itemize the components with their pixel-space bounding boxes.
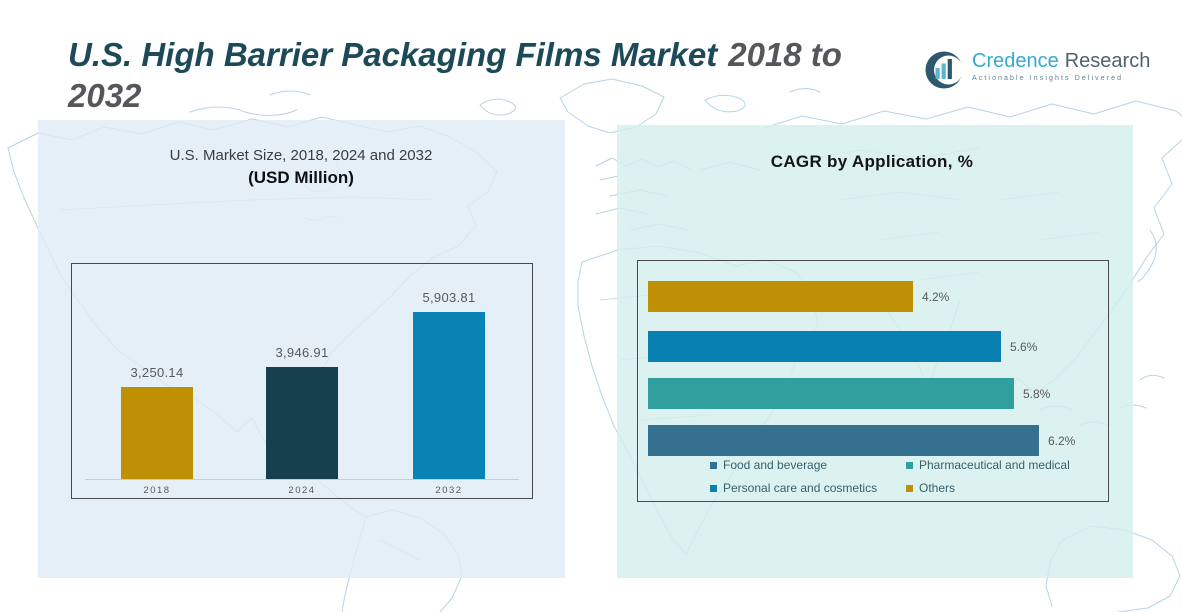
bar-value-label: 5.8%	[1023, 387, 1051, 401]
legend-swatch	[906, 461, 913, 469]
bar-2018	[121, 387, 193, 479]
page-title: U.S. High Barrier Packaging Films Market…	[68, 34, 842, 117]
axis-category-label: 2018	[143, 485, 171, 496]
map-arctic-islands	[189, 88, 821, 116]
credence-research-logo: Credence Research Actionable Insights Del…	[925, 50, 1150, 90]
legend-item-personal-care-and-cosmetics: Personal care and cosmetics	[710, 481, 906, 495]
cagr-chart-title: CAGR by Application, %	[770, 152, 974, 171]
legend-label: Food and beverage	[723, 458, 828, 472]
axis-category-label: 2024	[288, 485, 316, 496]
bar-value-label: 3,250.14	[130, 365, 184, 380]
logo-brand-credence: Credence	[972, 50, 1059, 72]
market-size-chart-subtitle: (USD Million)	[248, 168, 354, 187]
legend-swatch	[710, 461, 717, 469]
x-axis-line	[85, 479, 519, 480]
legend-item-pharmaceutical-and-medical: Pharmaceutical and medical	[906, 458, 1070, 472]
bar-value-label: 4.2%	[922, 290, 950, 304]
legend-item-food-and-beverage: Food and beverage	[710, 458, 906, 472]
legend-swatch	[906, 484, 913, 492]
legend-swatch	[710, 484, 717, 492]
logo-brand: Credence Research	[972, 50, 1150, 72]
map-japan	[1137, 229, 1157, 283]
legend-label: Personal care and cosmetics	[723, 481, 878, 495]
market-size-chart-title: U.S. Market Size, 2018, 2024 and 2032	[169, 147, 433, 164]
cagr-chart-legend: Food and beverage Pharmaceutical and medi…	[710, 458, 1070, 495]
legend-label: Pharmaceutical and medical	[919, 458, 1070, 472]
bar-value-label: 6.2%	[1048, 434, 1076, 448]
logo-tagline: Actionable Insights Delivered	[972, 75, 1124, 82]
legend-item-others: Others	[906, 481, 1070, 495]
cagr-horizontal-bar-chart: Food and beverage Pharmaceutical and medi…	[637, 260, 1109, 502]
axis-category-label: 2032	[435, 485, 463, 496]
legend-label: Others	[919, 481, 956, 495]
bar-value-label: 5.6%	[1010, 340, 1038, 354]
map-greenland	[559, 78, 665, 134]
bar-personal-care-and-cosmetics	[648, 331, 1001, 362]
bar-pharmaceutical-and-medical	[648, 378, 1014, 409]
bar-value-label: 5,903.81	[422, 290, 476, 305]
bar-2024	[266, 367, 338, 479]
bar-food-and-beverage	[648, 425, 1039, 456]
bar-others	[648, 281, 913, 312]
page-title-years-end: 2032	[68, 77, 142, 115]
logo-bar-chart-icon	[925, 51, 963, 89]
page-title-years-start: 2018 to	[728, 36, 842, 73]
page-title-market-text: U.S. High Barrier Packaging Films Market	[68, 36, 718, 73]
map-asia-north	[763, 100, 1182, 129]
market-size-bar-chart: 3,250.14 2018 3,946.91 2024 5,903.81 2032	[71, 263, 533, 499]
bar-value-label: 3,946.91	[275, 345, 329, 360]
logo-text: Credence Research Actionable Insights Del…	[972, 50, 1150, 82]
bar-2032	[413, 312, 485, 479]
logo-brand-research: Research	[1064, 50, 1151, 72]
